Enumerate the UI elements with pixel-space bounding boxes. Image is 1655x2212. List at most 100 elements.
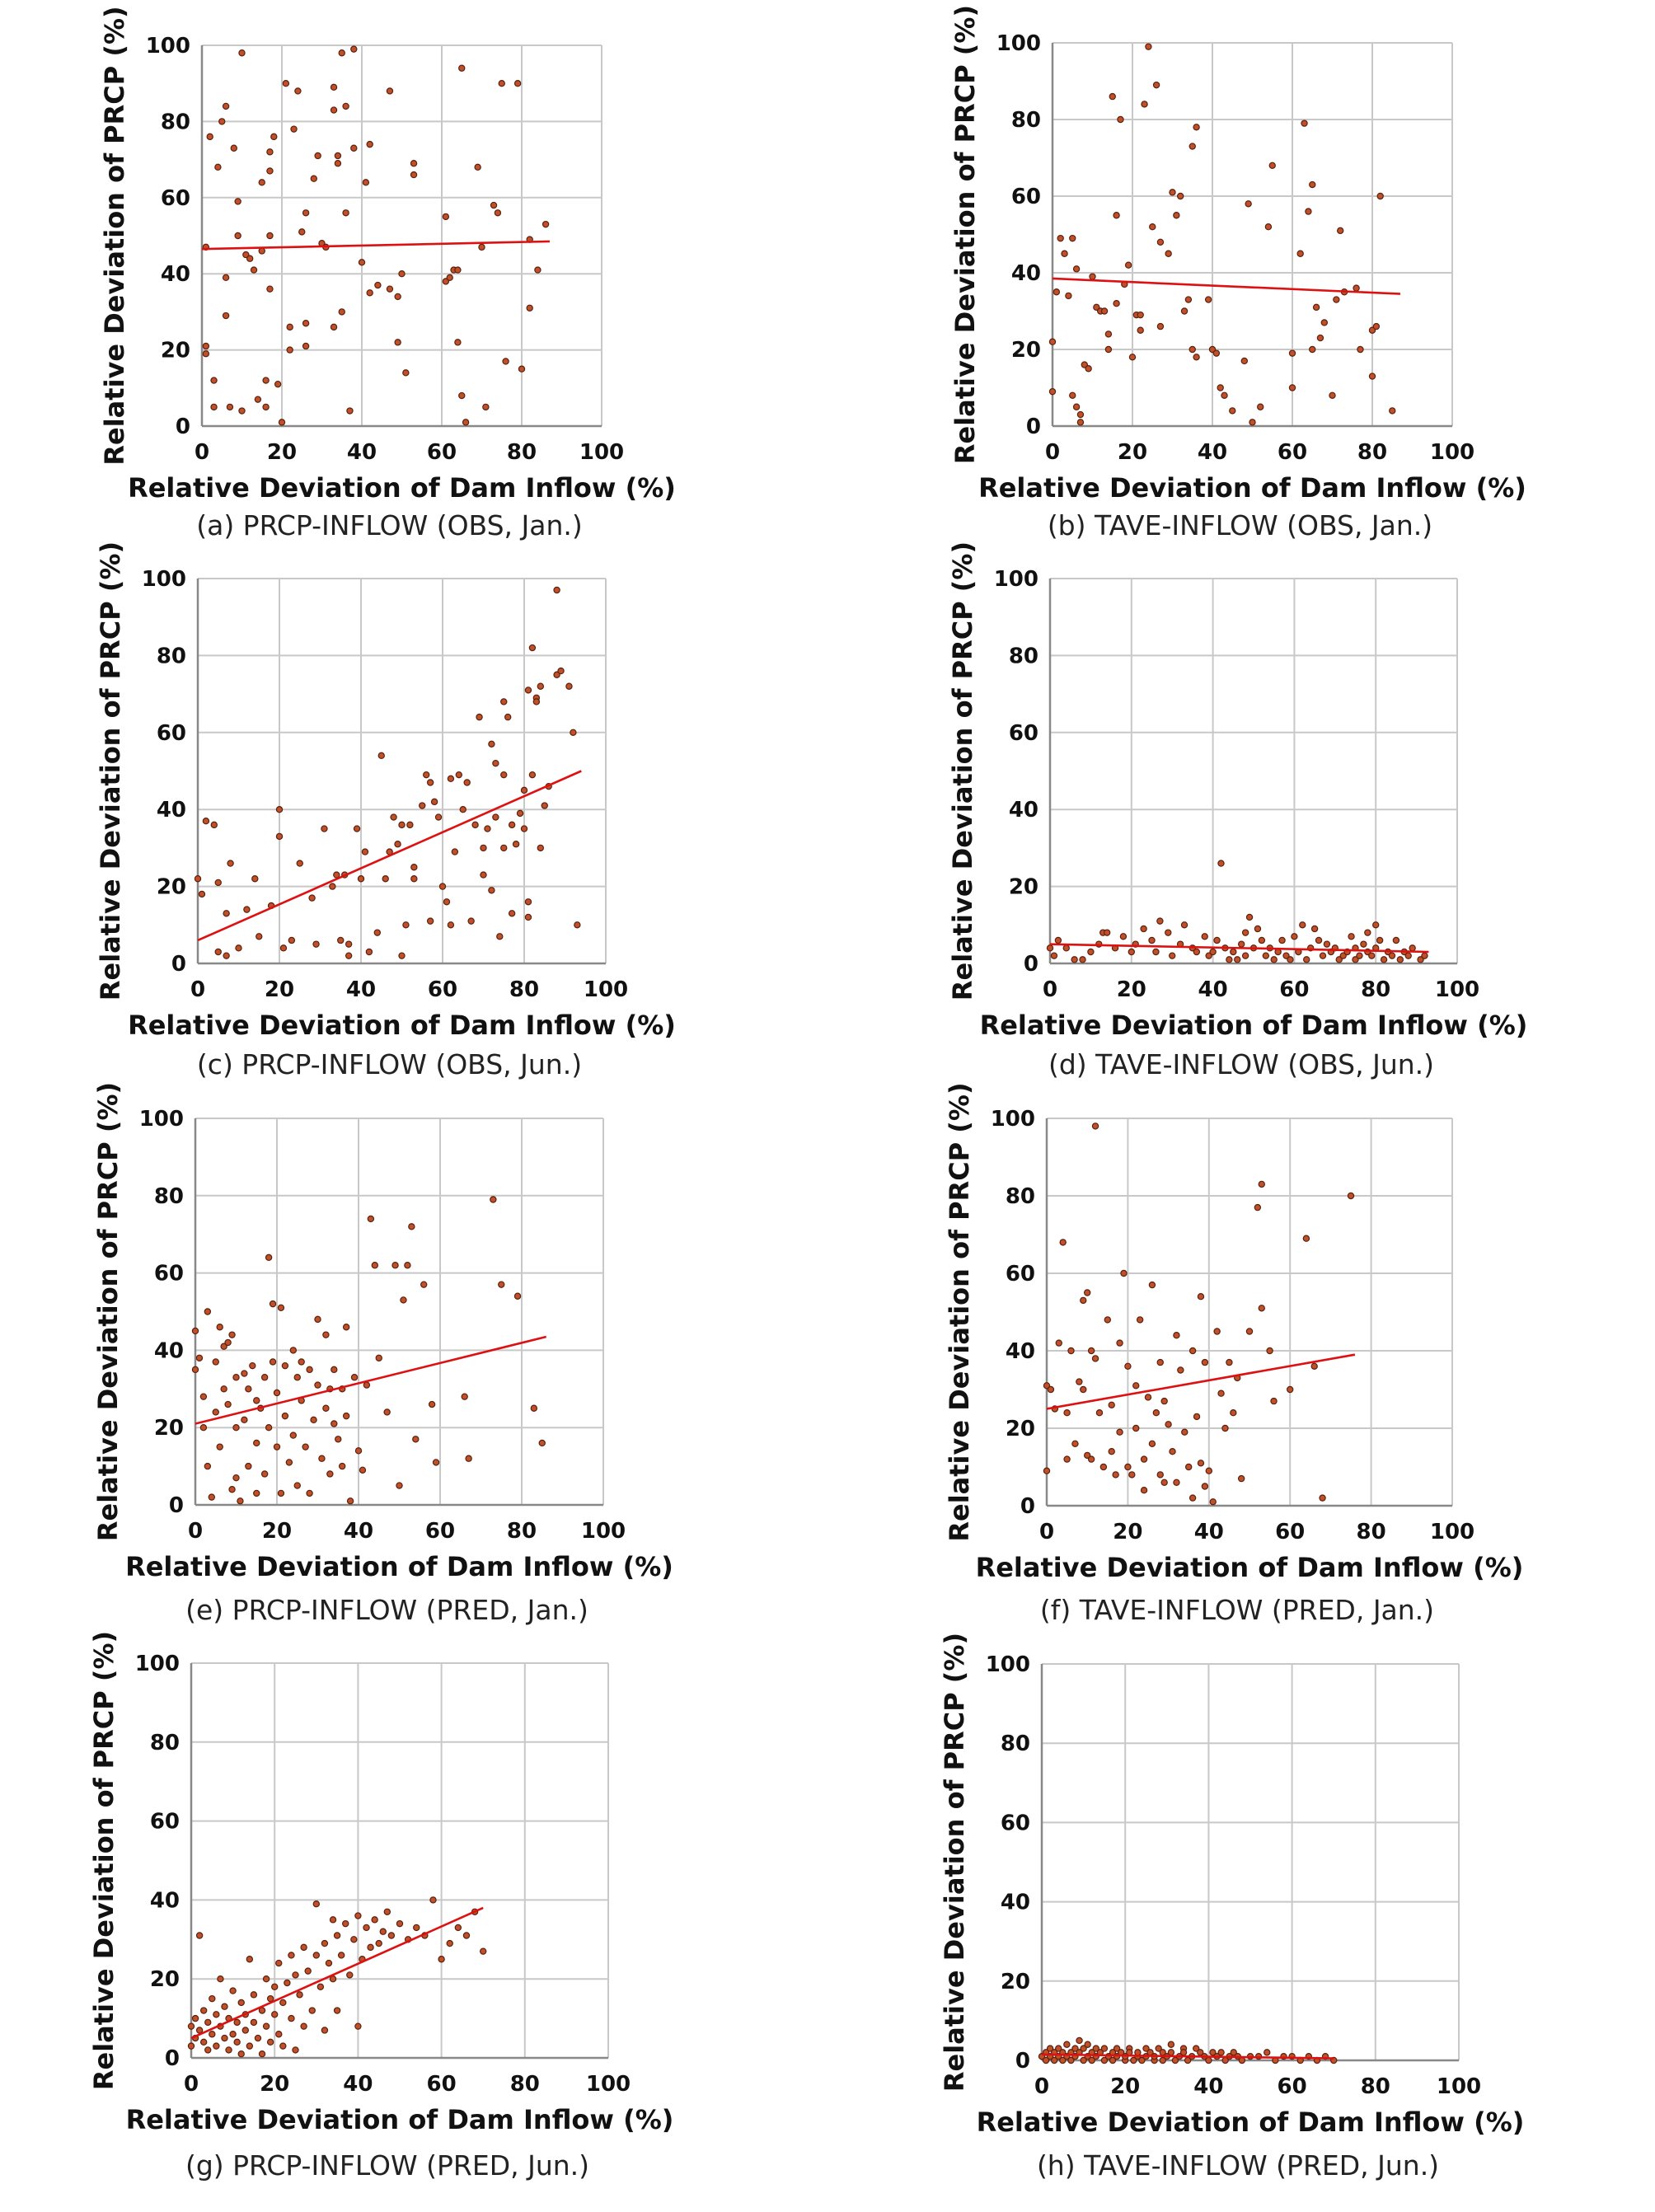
data-point <box>1047 1385 1055 1394</box>
data-point <box>1087 1455 1095 1463</box>
data-point <box>1392 936 1400 944</box>
data-point <box>1421 952 1428 959</box>
data-point <box>269 1300 277 1308</box>
data-point <box>1156 917 1164 925</box>
data-point <box>1291 933 1298 940</box>
data-point <box>419 802 426 809</box>
data-point <box>1205 2056 1212 2064</box>
data-point <box>1347 1192 1355 1200</box>
data-point <box>429 1896 437 1904</box>
data-point <box>367 1943 374 1952</box>
y-tick-label: 0 <box>1020 1494 1035 1519</box>
data-point <box>1119 933 1128 940</box>
data-point <box>1240 357 1249 365</box>
data-point <box>1254 925 1262 933</box>
data-point <box>1083 1289 1091 1296</box>
data-point <box>229 2031 237 2038</box>
data-point <box>253 1439 260 1447</box>
data-point <box>331 1420 338 1427</box>
data-point <box>390 813 397 821</box>
data-point <box>191 2014 199 2022</box>
data-point <box>454 266 462 274</box>
data-point <box>354 2022 362 2030</box>
data-point <box>281 1412 289 1420</box>
data-point <box>1181 1428 1189 1436</box>
data-point <box>1138 2056 1146 2064</box>
data-point <box>398 952 406 959</box>
data-point <box>210 377 218 384</box>
panel-caption: (a) PRCP-INFLOW (OBS, Jan.) <box>196 509 583 541</box>
y-tick-label: 0 <box>1024 952 1038 977</box>
data-point <box>1237 940 1245 948</box>
data-point <box>438 883 447 890</box>
data-point <box>1137 311 1144 319</box>
data-point <box>396 1919 404 1928</box>
data-point <box>420 1281 428 1288</box>
x-tick-label: 0 <box>1043 977 1057 1002</box>
y-tick-label: 0 <box>169 1493 184 1518</box>
data-point <box>366 140 373 148</box>
data-point <box>500 698 508 705</box>
data-point <box>1059 1239 1067 1246</box>
trend-line <box>195 1335 547 1425</box>
data-point <box>342 1412 350 1420</box>
x-tick-label: 40 <box>1198 440 1227 465</box>
data-point <box>430 798 438 806</box>
x-tick-label: 80 <box>1361 2074 1390 2099</box>
y-axis-title: Relative Deviation of PRCP (%) <box>947 541 978 1001</box>
data-point <box>1201 933 1208 940</box>
data-point <box>1189 143 1196 150</box>
data-point <box>1368 952 1376 959</box>
data-point <box>269 1358 277 1366</box>
data-point <box>234 198 241 205</box>
data-point <box>214 163 222 171</box>
data-point <box>500 844 508 852</box>
data-point <box>1116 1428 1123 1436</box>
x-tick-label: 100 <box>1437 2074 1481 2099</box>
data-point <box>458 391 466 400</box>
y-tick-label: 60 <box>157 721 186 746</box>
data-point <box>271 2011 279 2018</box>
data-point <box>241 2027 249 2034</box>
data-point <box>296 1991 303 1999</box>
data-point <box>408 1223 415 1230</box>
y-tick-label: 40 <box>161 262 190 287</box>
x-axis-title: Relative Deviation of Dam Inflow (%) <box>128 472 676 504</box>
data-point <box>1296 250 1304 257</box>
data-point <box>1320 319 1329 326</box>
data-point <box>288 936 296 944</box>
data-point <box>312 940 320 948</box>
x-tick-label: 100 <box>579 440 624 465</box>
data-point <box>293 1374 301 1381</box>
x-tick-label: 60 <box>1279 977 1309 1002</box>
data-point <box>223 910 230 917</box>
data-point <box>237 2050 245 2058</box>
x-tick-label: 60 <box>425 1519 455 1544</box>
data-point <box>502 358 509 365</box>
data-point <box>498 79 505 87</box>
data-point <box>366 289 373 297</box>
data-point <box>238 49 246 57</box>
data-point <box>1226 956 1233 963</box>
data-point <box>530 1404 538 1412</box>
data-point <box>289 1347 297 1354</box>
data-point <box>534 266 542 274</box>
trend-line <box>190 1906 484 2040</box>
data-point <box>279 944 288 952</box>
x-tick-label: 40 <box>344 1519 373 1544</box>
data-point <box>386 285 394 293</box>
data-point <box>1048 387 1057 396</box>
data-point <box>1072 403 1081 410</box>
y-tick-label: 80 <box>157 644 186 668</box>
data-point <box>1069 391 1076 399</box>
data-point <box>213 2011 220 2018</box>
data-point <box>275 832 284 841</box>
data-point <box>1348 933 1355 940</box>
data-point <box>532 698 541 705</box>
data-point <box>432 1459 440 1466</box>
data-point <box>1237 1474 1245 1483</box>
panel-caption: (d) TAVE-INFLOW (OBS, Jun.) <box>1048 1048 1434 1080</box>
x-tick-label: 40 <box>1194 1520 1224 1544</box>
data-point <box>220 1343 227 1350</box>
data-point <box>1404 952 1412 959</box>
